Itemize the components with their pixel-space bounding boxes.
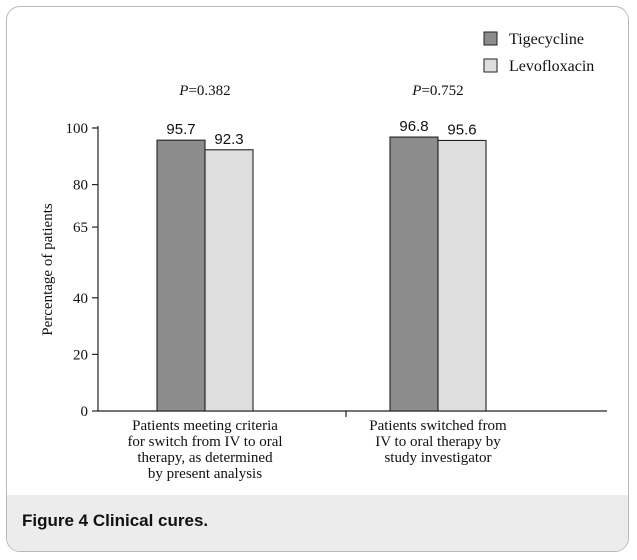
y-tick-label: 100 <box>66 121 89 137</box>
caption-bar: Figure 4 Clinical cures. <box>7 495 628 551</box>
legend-swatch-tigecycline <box>483 31 498 46</box>
x-category-label: IV to oral therapy by <box>375 434 501 450</box>
y-tick-label: 0 <box>81 404 89 420</box>
y-axis-label: Percentage of patients <box>40 203 56 336</box>
data-label: 95.7 <box>166 121 195 138</box>
legend-label: Levofloxacin <box>509 58 594 75</box>
x-category-label: therapy, as determined <box>137 450 273 466</box>
x-category-label: for switch from IV to oral <box>127 434 282 450</box>
x-category-label: study investigator <box>384 450 491 466</box>
bar-levofloxacin-1 <box>204 149 254 412</box>
p-value-label: P=0.382 <box>178 83 230 99</box>
y-tick-label: 20 <box>73 347 88 363</box>
data-label: 96.8 <box>399 118 428 135</box>
bar-levofloxacin-2 <box>437 139 487 412</box>
p-value-label: P=0.752 <box>411 83 463 99</box>
legend-swatch-levofloxacin <box>483 58 498 73</box>
x-category-label: Patients meeting criteria <box>132 418 278 434</box>
legend-label: Tigecycline <box>509 31 584 48</box>
figure-frame: 0 20 40 65 80 100 Percentage of patients 95.7 92… <box>6 6 629 552</box>
bar-tigecycline-1 <box>156 139 206 412</box>
x-category-label: Patients switched from <box>369 418 507 434</box>
data-label: 95.6 <box>447 121 476 138</box>
y-tick-label: 40 <box>73 291 88 307</box>
y-tick-label: 65 <box>73 220 88 236</box>
y-tick-label: 80 <box>73 178 88 194</box>
figure-caption: Figure 4 Clinical cures. <box>22 511 208 531</box>
bar-chart: 0 20 40 65 80 100 Percentage of patients 95.7 92… <box>40 31 607 482</box>
data-label: 92.3 <box>214 131 243 148</box>
figure-title: Clinical cures. <box>92 511 209 530</box>
figure-label: Figure 4 <box>22 511 89 530</box>
bar-tigecycline-2 <box>389 136 439 412</box>
x-category-label: by present analysis <box>148 466 262 482</box>
